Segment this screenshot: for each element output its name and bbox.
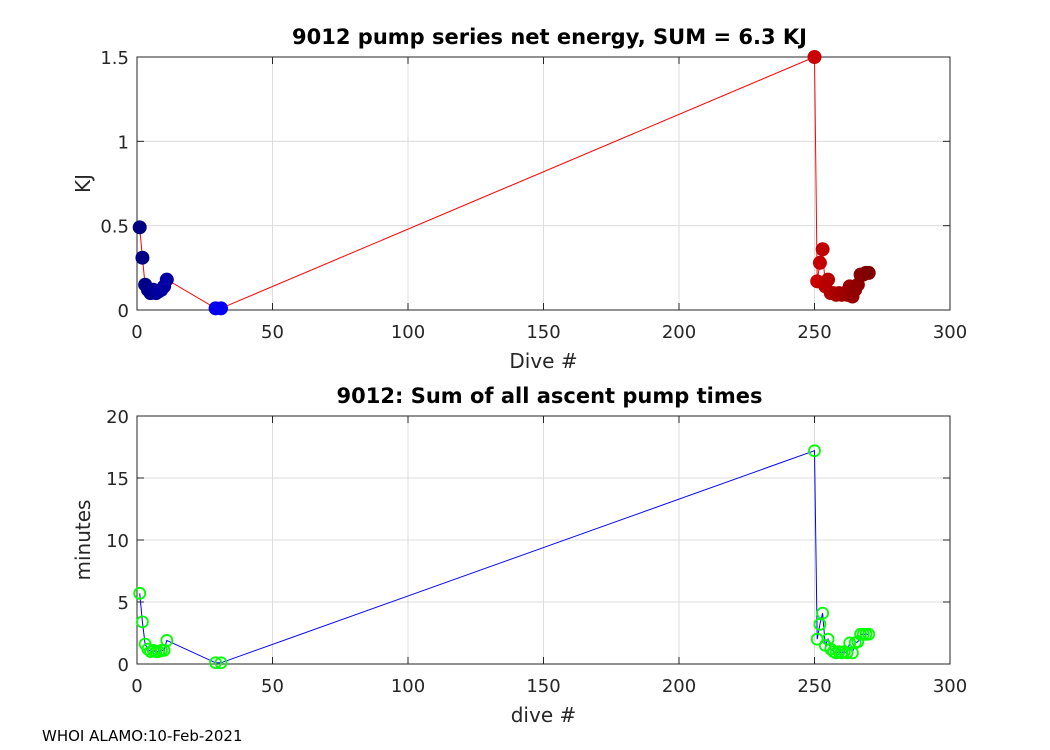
x-tick-label: 0 [131,322,142,343]
data-point [808,444,821,458]
y-axis-label: KJ [71,174,95,193]
y-tick-label: 0 [118,655,129,676]
x-axis-label: dive # [511,703,577,727]
data-point [160,634,174,647]
data-point [862,627,876,641]
y-tick-label: 1 [118,132,129,153]
y-tick-label: 5 [118,593,129,614]
y-tick-label: 10 [106,531,129,552]
energy-chart-panel: 0 50 100 150 200 250 300 0 0.5 1 1.5 9012 pump seri… [71,25,967,373]
y-axis-label: minutes [71,500,95,581]
y-tick-label: 20 [106,407,129,428]
data-point [807,50,822,64]
data-point [214,301,229,316]
x-tick-label: 50 [261,322,284,343]
chart-title: 9012: Sum of all ascent pump times [337,384,763,408]
y-tick-label: 15 [106,469,129,490]
chart-title: 9012 pump series net energy, SUM = 6.3 K… [292,25,807,49]
x-tick-label: 250 [797,322,831,343]
pump-time-chart-panel: 0 50 100 150 200 250 300 0 5 10 15 20 9012: Sum of a… [71,384,967,727]
data-point [214,656,228,670]
data-point [136,615,149,629]
y-tick-label: 1.5 [100,48,129,69]
x-tick-label: 300 [933,322,967,343]
data-point [821,272,836,287]
data-point [209,656,222,670]
x-axis-label: Dive # [509,349,577,373]
footer-text: WHOI ALAMO:10-Feb-2021 [42,727,243,745]
data-point [132,220,147,235]
axes-frame [136,415,951,665]
axes-frame [136,56,951,311]
x-tick-label: 150 [526,322,560,343]
data-point [815,242,830,257]
x-tick-label: 300 [933,676,967,697]
data-point [135,250,150,265]
y-tick-label: 0.5 [100,217,129,238]
x-tick-label: 100 [391,676,425,697]
data-point [133,586,147,600]
x-tick-label: 100 [391,322,425,343]
x-tick-label: 250 [797,676,831,697]
data-point [159,272,174,287]
x-tick-label: 200 [662,322,696,343]
x-tick-label: 200 [662,676,696,697]
data-point [816,606,830,620]
x-tick-label: 0 [131,676,142,697]
x-tick-label: 150 [526,676,560,697]
data-point [812,255,827,270]
x-tick-label: 50 [261,676,284,697]
y-tick-label: 0 [118,301,129,322]
data-point [861,265,876,280]
